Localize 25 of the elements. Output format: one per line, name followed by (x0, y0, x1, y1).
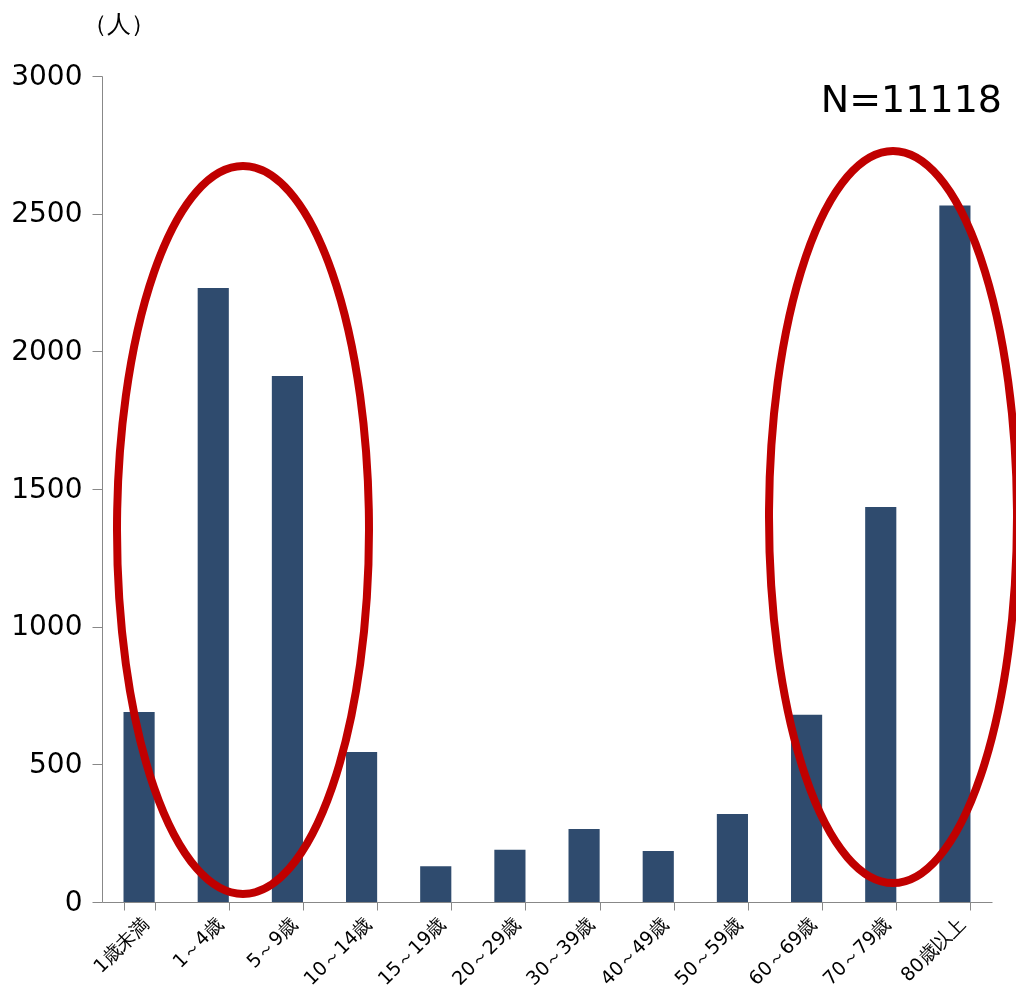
bar (271, 376, 303, 902)
y-tick-label: 0 (64, 884, 83, 918)
y-axis-title: （人） (82, 9, 155, 38)
y-tick-label: 500 (29, 746, 83, 780)
x-tick-label: 1歳未満 (88, 912, 154, 977)
bar (642, 851, 674, 902)
x-tick-label: 15～19歳 (373, 912, 450, 989)
y-tick-label: 2500 (11, 196, 83, 230)
bar (346, 751, 378, 902)
x-tick-label: 20～29歳 (447, 912, 524, 989)
x-tick-label: 1～4歳 (167, 912, 228, 972)
y-tick-label: 1500 (11, 471, 83, 505)
x-tick-label: 80歳以上 (895, 912, 969, 986)
annotation: N=11118 (820, 77, 1002, 121)
bar (420, 866, 452, 902)
x-tick-label: 70～79歳 (818, 912, 895, 989)
bar (865, 506, 897, 902)
bar (716, 813, 748, 902)
bar (197, 288, 229, 902)
y-tick-label: 3000 (11, 58, 83, 92)
bar (568, 829, 600, 902)
y-tick-label: 2000 (11, 333, 83, 367)
bar (939, 205, 971, 902)
y-tick-label: 1000 (11, 609, 83, 643)
bar (494, 849, 526, 902)
